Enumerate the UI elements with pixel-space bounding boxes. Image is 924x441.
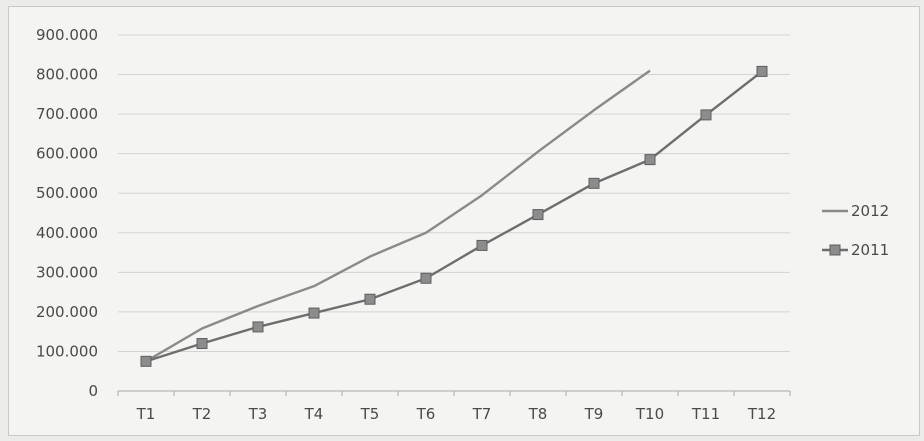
data-point-2011 bbox=[196, 338, 208, 350]
x-tick-label: T1 bbox=[136, 405, 156, 423]
legend: 2012 2011 bbox=[822, 202, 889, 259]
data-point-2011 bbox=[756, 65, 768, 77]
y-tick-label: 0 bbox=[88, 382, 98, 400]
y-tick-label: 200.000 bbox=[36, 303, 98, 321]
y-tick-label: 600.000 bbox=[36, 145, 98, 163]
data-point-2011 bbox=[700, 109, 712, 121]
series-line-2012 bbox=[145, 69, 651, 363]
data-point-2011 bbox=[252, 321, 264, 333]
data-point-2011 bbox=[476, 239, 488, 251]
y-tick-label: 800.000 bbox=[36, 66, 98, 84]
data-point-2011 bbox=[364, 293, 376, 305]
legend-marker-2011 bbox=[829, 244, 841, 256]
x-tick-label: T4 bbox=[304, 405, 324, 423]
x-tick-label: T2 bbox=[192, 405, 212, 423]
legend-label-2011: 2011 bbox=[851, 241, 889, 259]
y-tick-label: 900.000 bbox=[36, 26, 98, 44]
series-lines bbox=[145, 69, 763, 363]
y-tick-label: 400.000 bbox=[36, 224, 98, 242]
x-tick-label: T9 bbox=[584, 405, 604, 423]
x-tick-label: T12 bbox=[747, 405, 776, 423]
data-point-2011 bbox=[532, 209, 544, 221]
x-tick-label: T6 bbox=[416, 405, 436, 423]
series-markers bbox=[140, 65, 768, 367]
x-axis-ticks: T1 T2 T3 T4 T5 T6 T7 T8 T9 T10 T11 T12 bbox=[117, 391, 791, 423]
x-tick-label: T5 bbox=[360, 405, 380, 423]
data-point-2011 bbox=[644, 154, 656, 166]
data-point-2011 bbox=[588, 177, 600, 189]
x-tick-label: T7 bbox=[472, 405, 492, 423]
x-tick-label: T10 bbox=[635, 405, 664, 423]
y-tick-label: 300.000 bbox=[36, 263, 98, 281]
y-axis-ticks: 0 100.000 200.000 300.000 400.000 500.000 600.… bbox=[36, 26, 98, 400]
legend-label-2012: 2012 bbox=[851, 202, 889, 220]
y-tick-label: 700.000 bbox=[36, 105, 98, 123]
y-tick-label: 500.000 bbox=[36, 184, 98, 202]
x-tick-label: T8 bbox=[528, 405, 548, 423]
series-line-2011 bbox=[145, 70, 763, 363]
data-point-2011 bbox=[420, 272, 432, 284]
y-tick-label: 100.000 bbox=[36, 342, 98, 360]
chart-frame bbox=[8, 6, 920, 436]
data-point-2011 bbox=[140, 355, 152, 367]
x-tick-label: T11 bbox=[691, 405, 720, 423]
x-tick-label: T3 bbox=[248, 405, 268, 423]
data-point-2011 bbox=[308, 307, 320, 319]
